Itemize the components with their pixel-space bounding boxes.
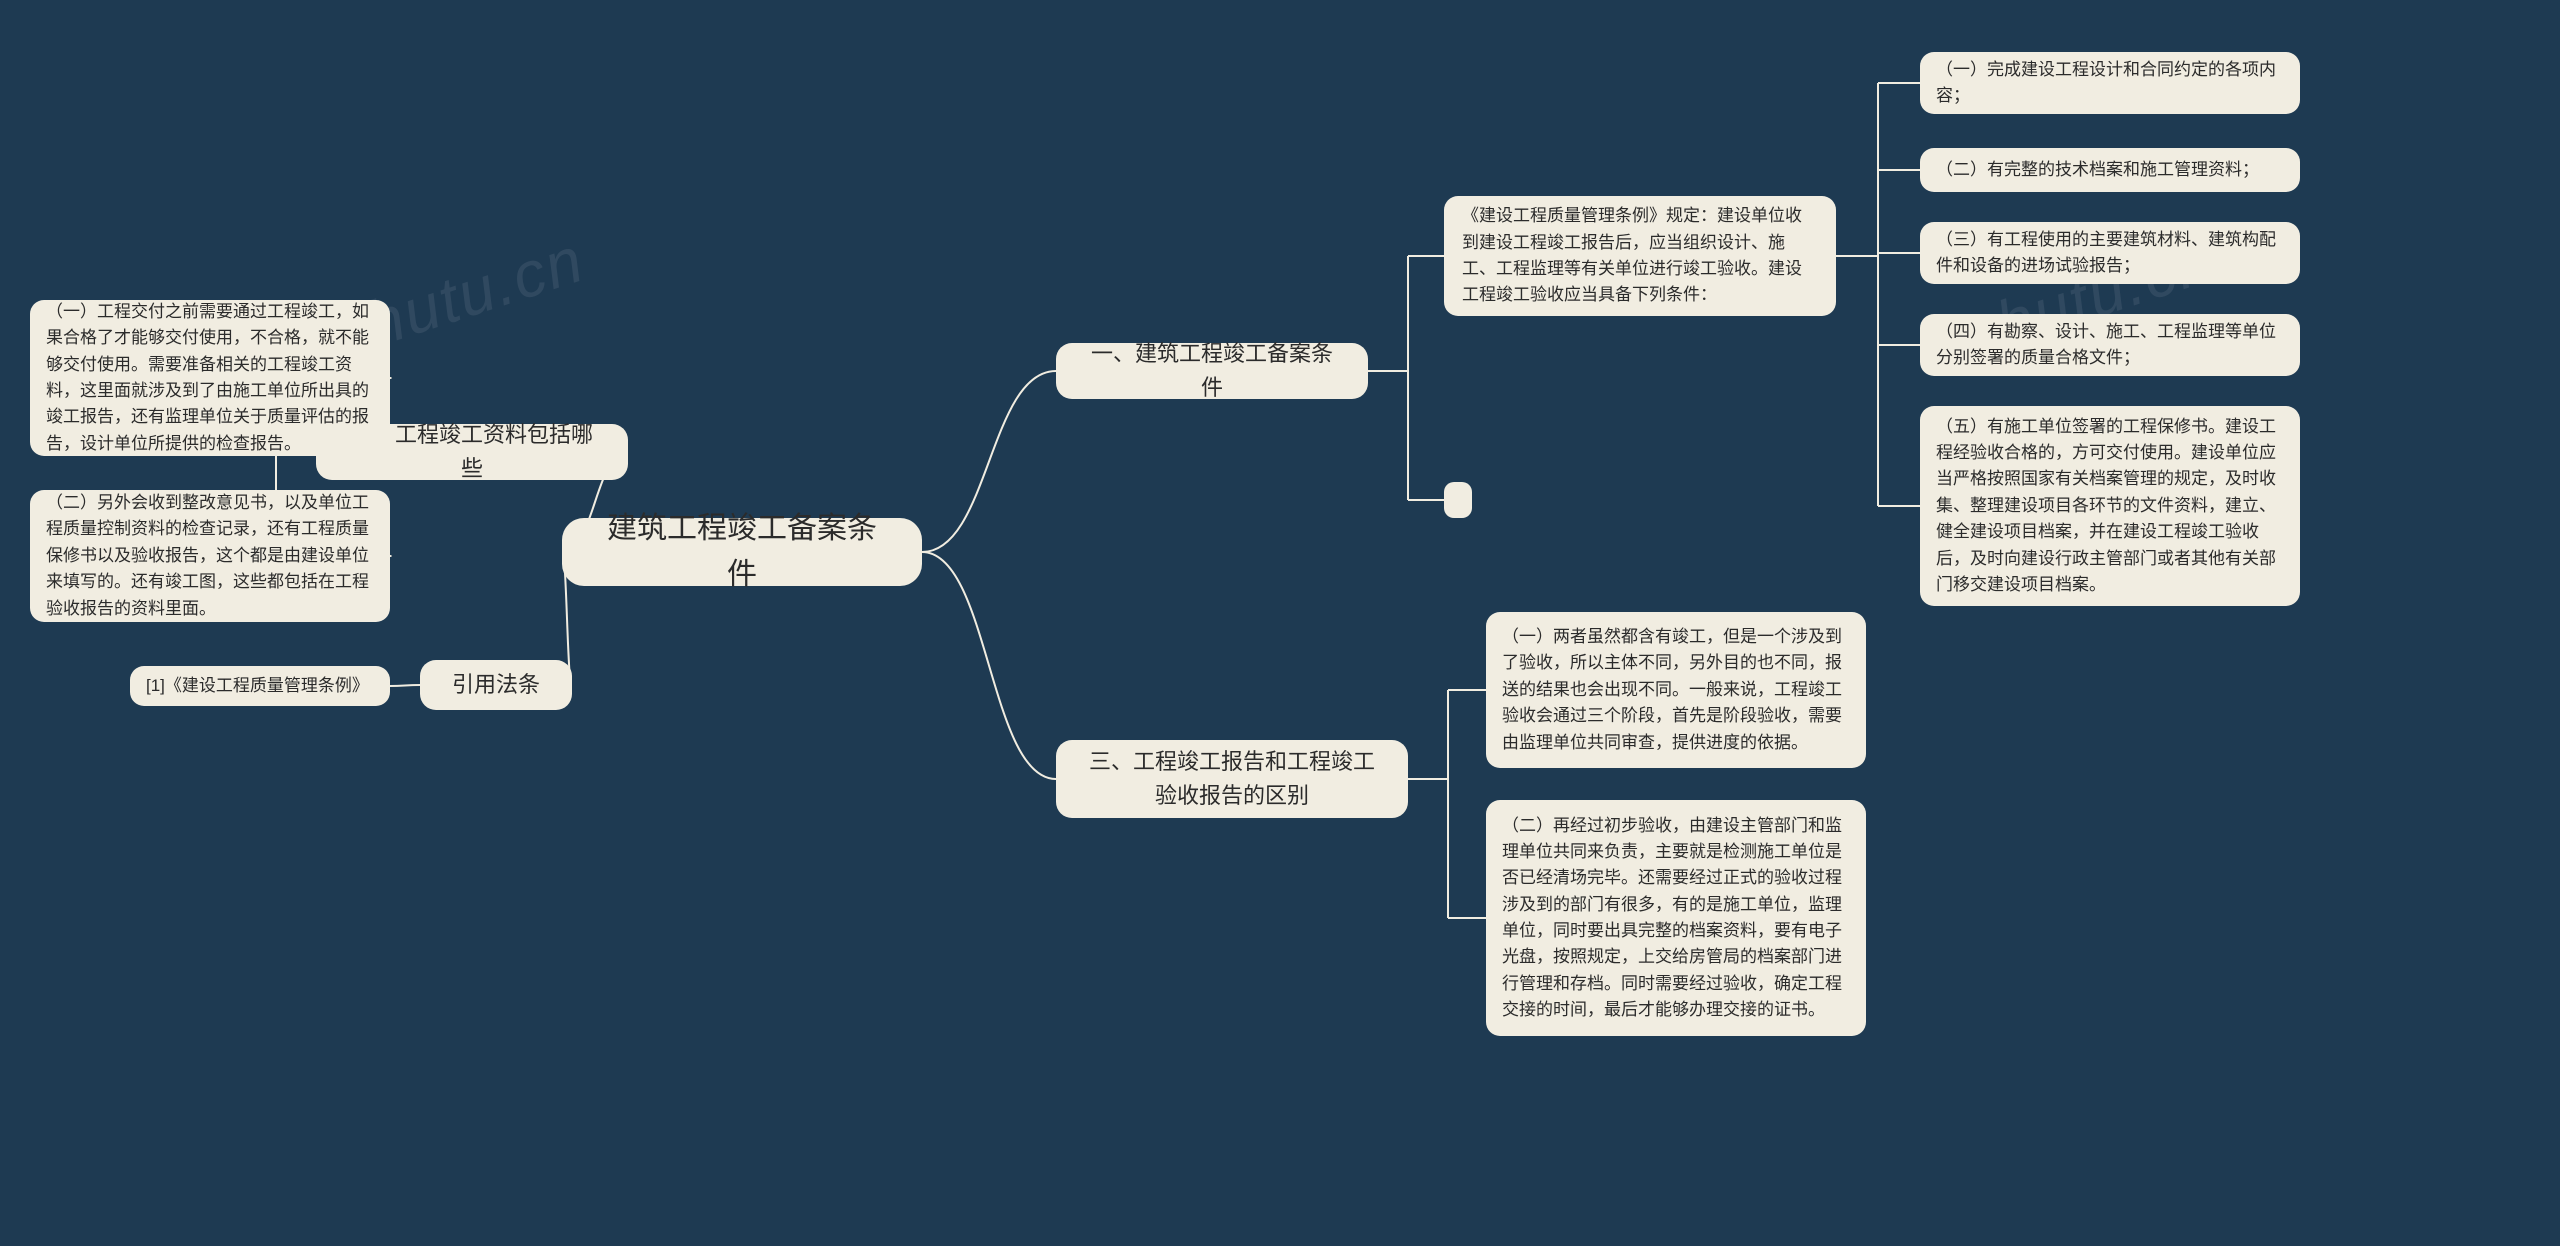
node-label: 三、工程竣工报告和工程竣工验收报告的区别: [1084, 745, 1380, 813]
branch-node[interactable]: 引用法条: [420, 660, 572, 710]
node-label: （一）完成建设工程设计和合同约定的各项内容；: [1936, 57, 2284, 110]
small-leaf-node[interactable]: （三）有工程使用的主要建筑材料、建筑构配件和设备的进场试验报告；: [1920, 222, 2300, 284]
tiny-node[interactable]: [1444, 482, 1472, 518]
node-label: 引用法条: [452, 668, 540, 702]
node-label: 《建设工程质量管理条例》规定：建设单位收到建设工程竣工报告后，应当组织设计、施工…: [1462, 203, 1818, 308]
node-label: （二）再经过初步验收，由建设主管部门和监理单位共同来负责，主要就是检测施工单位是…: [1502, 813, 1850, 1024]
small-leaf-node[interactable]: （一）工程交付之前需要通过工程竣工，如果合格了才能够交付使用，不合格，就不能够交…: [30, 300, 390, 456]
small-leaf-node[interactable]: （五）有施工单位签署的工程保修书。建设工程经验收合格的，方可交付使用。建设单位应…: [1920, 406, 2300, 606]
node-label: （五）有施工单位签署的工程保修书。建设工程经验收合格的，方可交付使用。建设单位应…: [1936, 414, 2284, 598]
node-label: （三）有工程使用的主要建筑材料、建筑构配件和设备的进场试验报告；: [1936, 227, 2284, 280]
node-label: （一）工程交付之前需要通过工程竣工，如果合格了才能够交付使用，不合格，就不能够交…: [46, 299, 374, 457]
small-leaf-node[interactable]: （一）完成建设工程设计和合同约定的各项内容；: [1920, 52, 2300, 114]
node-label: （四）有勘察、设计、施工、工程监理等单位分别签署的质量合格文件；: [1936, 319, 2284, 372]
node-label: [1]《建设工程质量管理条例》: [146, 673, 369, 699]
node-label: （一）两者虽然都含有竣工，但是一个涉及到了验收，所以主体不同，另外目的也不同，报…: [1502, 624, 1850, 756]
small-leaf-node[interactable]: （二）再经过初步验收，由建设主管部门和监理单位共同来负责，主要就是检测施工单位是…: [1486, 800, 1866, 1036]
branch-node[interactable]: 三、工程竣工报告和工程竣工验收报告的区别: [1056, 740, 1408, 818]
small-leaf-node[interactable]: （二）有完整的技术档案和施工管理资料；: [1920, 148, 2300, 192]
small-leaf-node[interactable]: （一）两者虽然都含有竣工，但是一个涉及到了验收，所以主体不同，另外目的也不同，报…: [1486, 612, 1866, 768]
small-leaf-node[interactable]: （二）另外会收到整改意见书，以及单位工程质量控制资料的检查记录，还有工程质量保修…: [30, 490, 390, 622]
node-label: （二）另外会收到整改意见书，以及单位工程质量控制资料的检查记录，还有工程质量保修…: [46, 490, 374, 622]
leaf-node[interactable]: 《建设工程质量管理条例》规定：建设单位收到建设工程竣工报告后，应当组织设计、施工…: [1444, 196, 1836, 316]
small-leaf-node[interactable]: （四）有勘察、设计、施工、工程监理等单位分别签署的质量合格文件；: [1920, 314, 2300, 376]
root-label: 建筑工程竣工备案条件: [598, 506, 886, 599]
root-node[interactable]: 建筑工程竣工备案条件: [562, 518, 922, 586]
branch-node[interactable]: 一、建筑工程竣工备案条件: [1056, 343, 1368, 399]
node-label: 一、建筑工程竣工备案条件: [1084, 337, 1340, 405]
small-leaf-node[interactable]: [1]《建设工程质量管理条例》: [130, 666, 390, 706]
node-label: （二）有完整的技术档案和施工管理资料；: [1936, 157, 2259, 183]
